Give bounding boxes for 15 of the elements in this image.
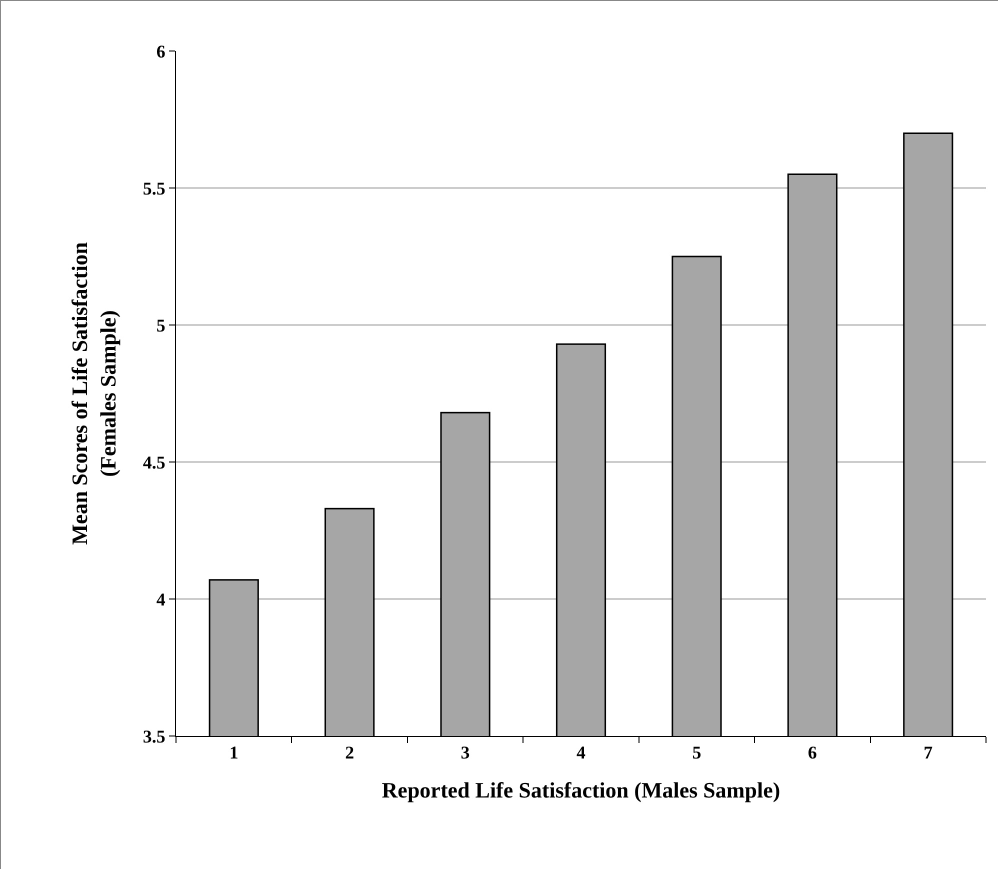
- y-tick-label: 5.5: [142, 178, 166, 198]
- x-tick-label: 4: [576, 742, 586, 763]
- x-tick-label: 7: [924, 742, 933, 763]
- x-tick-label: 3: [460, 742, 470, 763]
- y-tick-label: 5: [156, 315, 166, 336]
- x-tick-label: 5: [692, 742, 702, 763]
- y-axis-title: Mean Scores of Life Satisfaction (Females Sample): [67, 242, 121, 545]
- y-tick-label: 3.5: [142, 726, 166, 746]
- x-axis-title: Reported Life Satisfaction (Males Sample): [382, 778, 780, 802]
- y-tick-label: 4.5: [142, 452, 166, 472]
- y-tick-label: 6: [156, 41, 166, 62]
- x-tick-label: 2: [345, 742, 354, 763]
- x-tick-label: 1: [229, 742, 238, 763]
- x-tick-label: 6: [808, 742, 817, 763]
- y-tick-label: 4: [156, 589, 166, 610]
